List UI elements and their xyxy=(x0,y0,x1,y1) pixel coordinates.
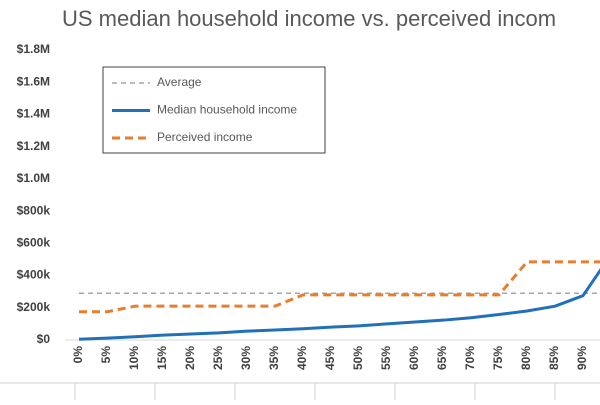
x-tick-label: 40% xyxy=(295,346,309,370)
legend: Average Median household income Perceived … xyxy=(102,66,326,154)
y-tick-label: $1.6M xyxy=(17,74,50,88)
x-tick-label: 85% xyxy=(547,346,561,370)
x-tick-label: 65% xyxy=(435,346,449,370)
x-tick-label: 90% xyxy=(575,346,589,370)
x-tick-label: 0% xyxy=(71,346,85,364)
y-tick-label: $1.2M xyxy=(17,139,50,153)
x-tick-label: 10% xyxy=(127,346,141,370)
x-tick-label: 50% xyxy=(351,346,365,370)
y-tick-label: $0 xyxy=(37,332,51,346)
y-tick-label: $1.8M xyxy=(17,42,50,56)
x-tick-label: 20% xyxy=(183,346,197,370)
y-tick-label: $200k xyxy=(17,300,51,314)
x-tick-label: 15% xyxy=(155,346,169,370)
y-tick-label: $800k xyxy=(17,203,51,217)
sheet-grid xyxy=(0,382,600,400)
legend-label: Perceived income xyxy=(157,130,253,144)
y-tick-label: $1.4M xyxy=(17,107,50,121)
series-line xyxy=(78,268,600,341)
x-tick-label: 45% xyxy=(323,346,337,370)
x-tick-label: 35% xyxy=(267,346,281,370)
x-tick-label: 75% xyxy=(491,346,505,370)
y-tick-label: $400k xyxy=(17,268,51,282)
plot-area xyxy=(78,260,600,341)
x-tick-label: 80% xyxy=(519,346,533,370)
x-tick-label: 30% xyxy=(239,346,253,370)
x-tick-label: 60% xyxy=(407,346,421,370)
x-tick-label: 55% xyxy=(379,346,393,370)
x-tick-label: 5% xyxy=(99,346,113,364)
x-tick-label: 25% xyxy=(211,346,225,370)
chart-title: US median household income vs. perceived… xyxy=(62,6,556,31)
y-tick-label: $1.0M xyxy=(17,171,50,185)
y-tick-label: $600k xyxy=(17,236,51,250)
series-line xyxy=(79,260,600,314)
legend-label: Median household income xyxy=(157,103,297,117)
x-tick-label: 70% xyxy=(463,346,477,370)
legend-label: Average xyxy=(157,75,202,89)
